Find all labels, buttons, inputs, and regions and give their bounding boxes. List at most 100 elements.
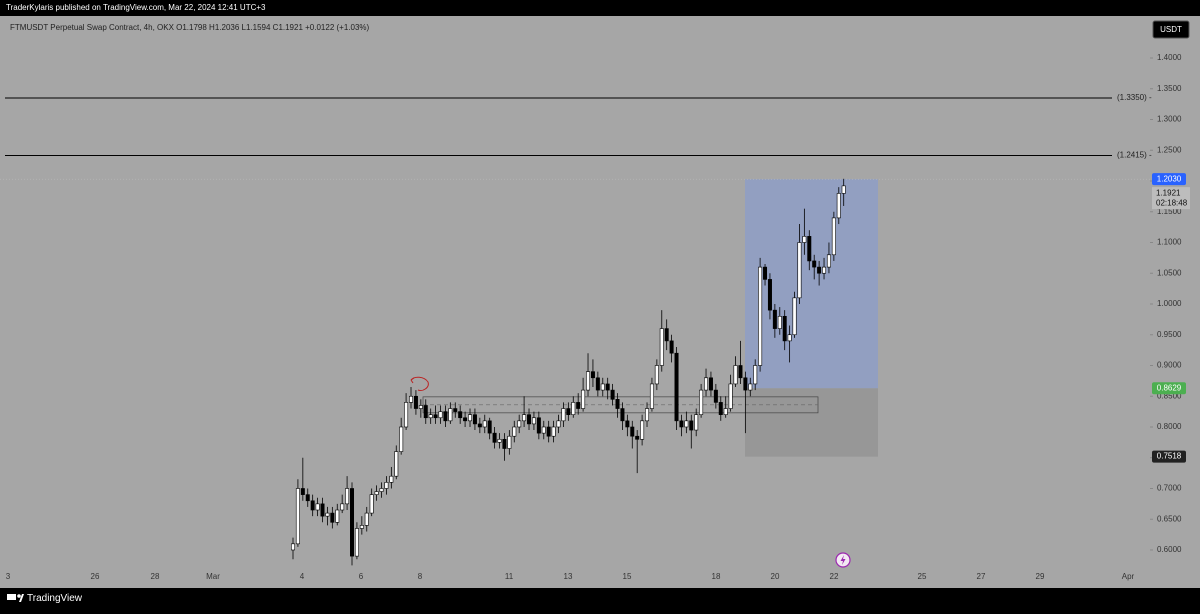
candle-body bbox=[718, 402, 723, 415]
candle-body bbox=[743, 377, 748, 391]
candle-body bbox=[684, 420, 689, 428]
candle-body bbox=[443, 411, 448, 422]
symbol-info: FTMUSDT Perpetual Swap Contract, 4h, OKX… bbox=[10, 23, 370, 32]
candle-body bbox=[753, 365, 758, 385]
candle-body bbox=[409, 395, 414, 403]
candle-body bbox=[826, 254, 831, 268]
last-price-label: 1.1921 bbox=[1156, 188, 1181, 197]
candle-body bbox=[330, 512, 335, 523]
candle-body bbox=[767, 279, 772, 311]
candle-body bbox=[822, 266, 827, 274]
x-tick-label: 28 bbox=[151, 572, 160, 581]
tradingview-logo[interactable]: TradingView bbox=[7, 593, 83, 604]
candle-body bbox=[713, 389, 718, 403]
candle-body bbox=[310, 500, 315, 511]
y-tick-label: 0.9000 bbox=[1157, 361, 1182, 370]
candle-body bbox=[561, 408, 566, 422]
candle-body bbox=[600, 383, 605, 391]
footer-brand: TradingView bbox=[27, 593, 83, 604]
candle-body bbox=[772, 309, 777, 329]
candle-body bbox=[448, 408, 453, 422]
candle-body bbox=[763, 266, 768, 280]
candle-body bbox=[379, 488, 384, 492]
candle-body bbox=[305, 494, 310, 502]
candle-body bbox=[654, 365, 659, 385]
candle-body bbox=[512, 426, 517, 437]
candle-body bbox=[679, 420, 684, 428]
x-tick-label: 25 bbox=[918, 572, 927, 581]
candle-body bbox=[300, 488, 305, 495]
candle-body bbox=[586, 371, 591, 391]
stop-price-label-bg bbox=[1152, 450, 1186, 463]
candle-body bbox=[694, 414, 699, 431]
candle-body bbox=[659, 328, 664, 366]
y-tick-label: 0.6500 bbox=[1157, 514, 1182, 523]
candle-body bbox=[463, 417, 468, 422]
candle-body bbox=[389, 475, 394, 483]
candle-body bbox=[359, 525, 364, 529]
candle-body bbox=[458, 411, 463, 419]
candle-body bbox=[674, 352, 679, 422]
y-tick-label: 0.9500 bbox=[1157, 330, 1182, 339]
logo-mark bbox=[17, 594, 21, 598]
candle-body bbox=[807, 236, 812, 262]
candle-body bbox=[374, 491, 379, 495]
candle-body bbox=[595, 377, 600, 391]
currency-button[interactable] bbox=[1152, 20, 1190, 39]
annotation-arrow bbox=[410, 376, 429, 391]
candle-body bbox=[507, 435, 512, 449]
candle-body bbox=[482, 420, 487, 428]
candle-body bbox=[295, 488, 300, 545]
candle-body bbox=[748, 383, 753, 391]
countdown-label: 02:18:48 bbox=[1156, 198, 1188, 207]
candle-body bbox=[399, 426, 404, 452]
x-tick-label: 20 bbox=[771, 572, 780, 581]
candle-body bbox=[802, 236, 807, 243]
candle-body bbox=[335, 509, 340, 523]
candle-body bbox=[320, 503, 325, 517]
x-tick-label: 29 bbox=[1036, 572, 1045, 581]
y-tick-label: 0.7000 bbox=[1157, 484, 1182, 493]
candle-body bbox=[453, 408, 458, 412]
candle-body bbox=[517, 420, 522, 428]
candle-body bbox=[610, 389, 615, 400]
candle-body bbox=[418, 405, 423, 409]
candle-body bbox=[325, 512, 330, 517]
currency-label[interactable]: USDT bbox=[1160, 25, 1182, 34]
candle-body bbox=[777, 315, 782, 329]
candle-body bbox=[566, 408, 571, 415]
x-tick-label: 18 bbox=[712, 572, 721, 581]
candle-body bbox=[433, 414, 438, 419]
candle-body bbox=[413, 395, 418, 409]
candle-body bbox=[423, 405, 428, 419]
candle-body bbox=[787, 334, 792, 342]
last-price-bg bbox=[1152, 187, 1190, 210]
x-tick-label: 8 bbox=[418, 572, 423, 581]
logo-mark bbox=[7, 594, 16, 600]
x-tick-label: Mar bbox=[206, 572, 220, 581]
candle-body bbox=[345, 488, 350, 505]
annotation-arrow-head bbox=[410, 377, 415, 384]
y-tick-label: 0.6000 bbox=[1157, 545, 1182, 554]
loss-zone bbox=[745, 388, 878, 457]
candle-body bbox=[704, 377, 709, 391]
candle-body bbox=[797, 242, 802, 299]
x-tick-label: 13 bbox=[564, 572, 573, 581]
candle-body bbox=[497, 438, 502, 443]
candle-body bbox=[472, 414, 477, 425]
y-tick-label: 0.8500 bbox=[1157, 391, 1182, 400]
candle-body bbox=[364, 512, 369, 526]
flash-icon[interactable] bbox=[835, 552, 851, 568]
candle-body bbox=[669, 340, 674, 354]
candle-body bbox=[689, 420, 694, 431]
candle-body bbox=[728, 383, 733, 409]
candle-body bbox=[645, 408, 650, 422]
candle-body bbox=[635, 435, 640, 440]
candle-body bbox=[369, 494, 374, 514]
target-price-label: 1.2030 bbox=[1157, 174, 1182, 183]
x-tick-label: 6 bbox=[359, 572, 364, 581]
candle-body bbox=[502, 438, 507, 449]
candle-body bbox=[615, 399, 620, 409]
candle-body bbox=[340, 503, 345, 511]
